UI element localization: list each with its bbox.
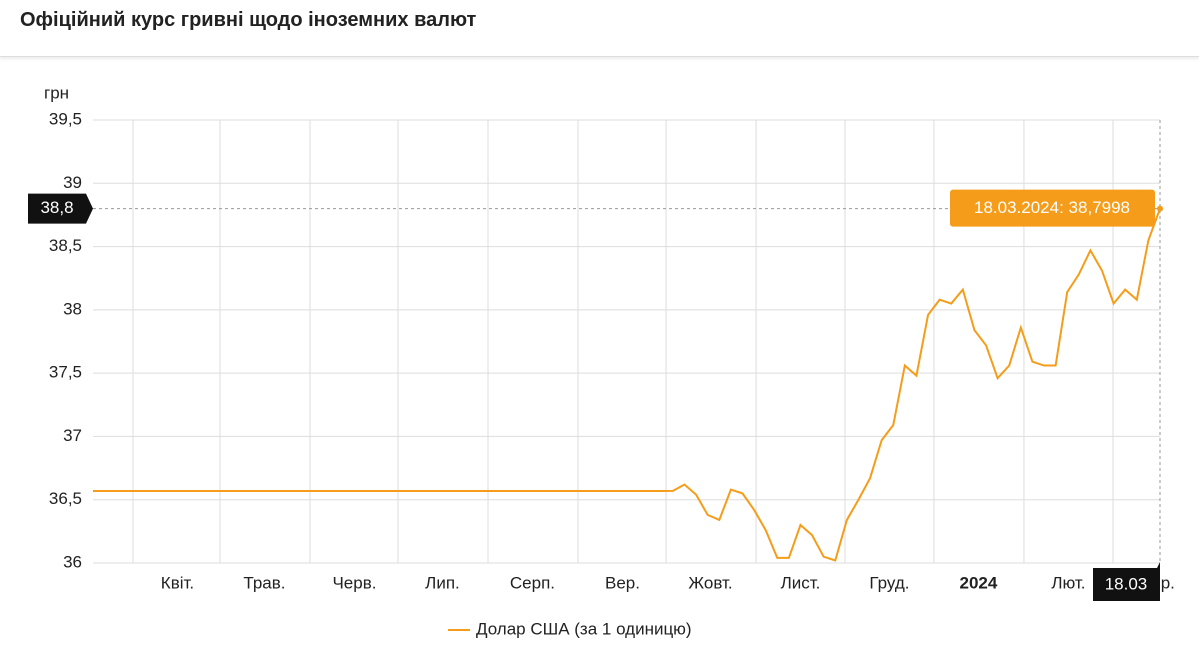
x-tick-label: Серп. <box>510 573 555 592</box>
y-tick-label: 37,5 <box>49 363 82 382</box>
y-axis-label: грн <box>44 83 69 102</box>
legend-label: Долар США (за 1 одиницю) <box>476 619 692 638</box>
y-tick-label: 38 <box>63 299 82 318</box>
x-tick-label: Трав. <box>243 573 285 592</box>
header: Офіційний курс гривні щодо іноземних вал… <box>0 0 1199 57</box>
x-tick-label: Черв. <box>332 573 376 592</box>
y-tick-label: 39 <box>63 173 82 192</box>
x-tick-label: Вер. <box>605 573 640 592</box>
x-tick-label: Лист. <box>781 573 821 592</box>
tooltip-box <box>950 189 1155 227</box>
y-tick-label: 36 <box>63 552 82 571</box>
y-tick-label: 38,5 <box>49 236 82 255</box>
x-tick-label: Квіт. <box>161 573 194 592</box>
tooltip: 18.03.2024: 38,7998 <box>974 198 1130 217</box>
x-tick-label: 2024 <box>960 573 998 592</box>
y-tag-label: 38,8 <box>40 198 73 217</box>
line-series <box>93 208 1161 562</box>
x-tick-label: Жовт. <box>688 573 732 592</box>
x-tag <box>1093 562 1160 601</box>
title: Офіційний курс гривні щодо іноземних вал… <box>20 9 477 31</box>
y-tick-label: 39,5 <box>49 109 82 128</box>
y-tick-label: 36,5 <box>49 489 82 508</box>
x-tick-label: Лип. <box>425 573 460 592</box>
point <box>1157 205 1163 212</box>
y-tick-label: 37 <box>63 426 82 445</box>
y-tag <box>28 193 93 224</box>
x-tag-label: 18.03 <box>1105 574 1148 593</box>
x-tick-label: Лют. <box>1051 573 1085 592</box>
x-tick-label: Груд. <box>869 573 909 592</box>
